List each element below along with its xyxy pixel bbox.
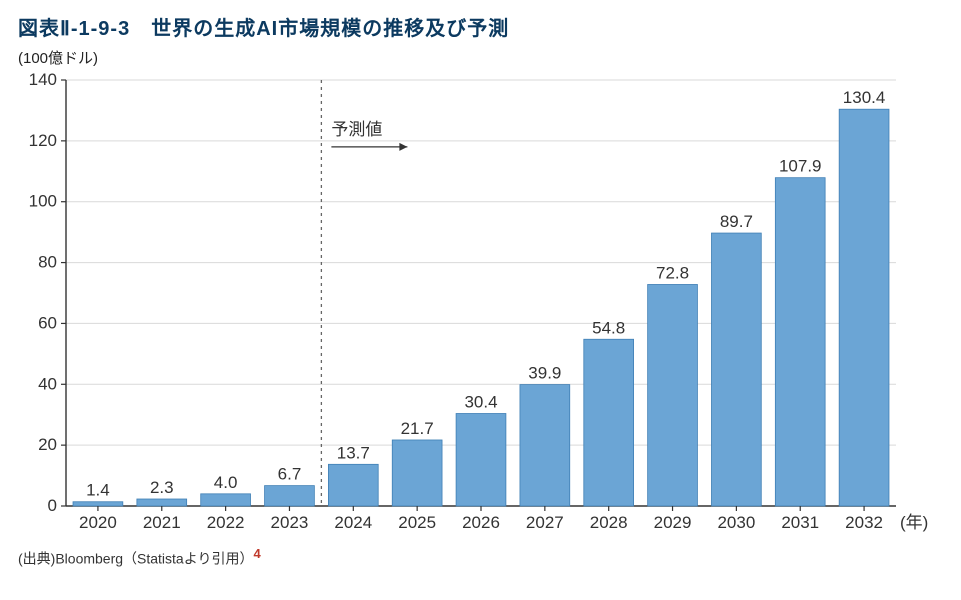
x-tick-label: 2021 xyxy=(143,513,181,532)
bar-value-label: 130.4 xyxy=(843,88,886,107)
bar-chart-svg: 0 20 40 60 80 100 120 140 予測値 1.4 2020 2.3 2021 4.0 20… xyxy=(18,70,936,540)
x-tick-label: 2022 xyxy=(207,513,245,532)
bar xyxy=(265,486,315,506)
y-tick-label: 120 xyxy=(29,131,57,150)
x-tick-label: 2023 xyxy=(271,513,309,532)
bar-value-label: 89.7 xyxy=(720,212,753,231)
source-text: Bloomberg（Statistaより引用） xyxy=(55,551,253,567)
bar-value-label: 21.7 xyxy=(401,419,434,438)
source-citation: (出典)Bloomberg（Statistaより引用）4 xyxy=(18,546,943,569)
bar xyxy=(137,499,187,506)
x-tick-label: 2024 xyxy=(334,513,372,532)
y-tick-label: 80 xyxy=(38,253,57,272)
bar xyxy=(328,464,378,506)
footnote-ref: 4 xyxy=(253,546,260,561)
x-tick-label: 2025 xyxy=(398,513,436,532)
y-tick-label: 40 xyxy=(38,374,57,393)
forecast-arrow-head xyxy=(399,143,407,151)
x-tick-label: 2028 xyxy=(590,513,628,532)
y-axis-unit: (100億ドル) xyxy=(18,47,943,68)
y-tick-label: 0 xyxy=(48,496,57,515)
forecast-label: 予測値 xyxy=(331,120,382,139)
x-tick-label: 2032 xyxy=(845,513,883,532)
bar-value-label: 72.8 xyxy=(656,263,689,282)
x-tick-label: 2031 xyxy=(781,513,819,532)
bar-value-label: 6.7 xyxy=(278,465,302,484)
x-tick-label: 2020 xyxy=(79,513,117,532)
x-tick-label: 2027 xyxy=(526,513,564,532)
source-prefix: (出典) xyxy=(18,551,55,567)
bar xyxy=(520,385,570,506)
bar xyxy=(201,494,251,506)
bar xyxy=(392,440,442,506)
y-tick-label: 100 xyxy=(29,192,57,211)
y-tick-label: 140 xyxy=(29,70,57,89)
y-tick-label: 60 xyxy=(38,313,57,332)
bar-value-label: 107.9 xyxy=(779,157,822,176)
chart-title: 図表Ⅱ-1-9-3 世界の生成AI市場規模の推移及び予測 xyxy=(18,12,943,41)
bar xyxy=(711,233,761,506)
bar-value-label: 30.4 xyxy=(464,392,497,411)
bar xyxy=(648,284,698,506)
bar-value-label: 1.4 xyxy=(86,481,110,500)
bar-value-label: 2.3 xyxy=(150,478,174,497)
x-axis-unit: (年) xyxy=(900,513,928,532)
bar xyxy=(839,109,889,506)
x-tick-label: 2029 xyxy=(654,513,692,532)
chart-area: 0 20 40 60 80 100 120 140 予測値 1.4 2020 2.3 2021 4.0 20… xyxy=(18,70,936,540)
bar xyxy=(584,339,634,506)
bar xyxy=(73,502,123,506)
bar xyxy=(775,178,825,506)
bar-value-label: 39.9 xyxy=(528,364,561,383)
bar-value-label: 54.8 xyxy=(592,318,625,337)
x-tick-label: 2026 xyxy=(462,513,500,532)
bar-value-label: 4.0 xyxy=(214,473,238,492)
y-tick-label: 20 xyxy=(38,435,57,454)
bar-value-label: 13.7 xyxy=(337,443,370,462)
bar xyxy=(456,413,506,506)
x-tick-label: 2030 xyxy=(717,513,755,532)
